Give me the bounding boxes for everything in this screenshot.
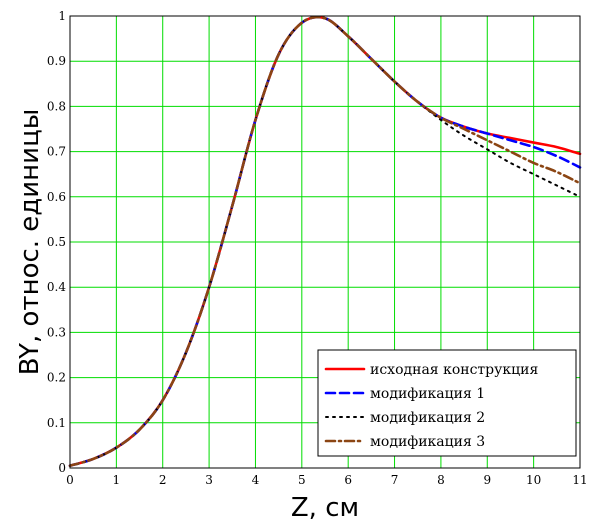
series-layer xyxy=(68,15,582,468)
series-line-4 xyxy=(68,15,582,468)
x-tick-label: 1 xyxy=(113,473,121,487)
legend: исходная конструкция модификация 1 модифик… xyxy=(317,349,577,457)
x-tick-label: 0 xyxy=(66,473,74,487)
legend-label-1: исходная конструкция xyxy=(370,362,538,378)
y-tick-label: 1 xyxy=(58,9,66,23)
y-axis-title: BY, относ. единицы xyxy=(15,109,45,376)
y-tick-label: 0.7 xyxy=(47,145,66,159)
plot-frame xyxy=(69,15,581,469)
x-tick-label: 8 xyxy=(437,473,445,487)
x-tick-label: 11 xyxy=(572,473,587,487)
x-tick-label: 5 xyxy=(298,473,306,487)
legend-box xyxy=(317,349,577,457)
y-tick-label: 0.4 xyxy=(47,280,66,294)
legend-label-2: модификация 1 xyxy=(370,386,485,402)
x-tick-label: 7 xyxy=(391,473,399,487)
y-tick-labels: 0 0.1 0.2 0.3 0.4 0.5 0.6 0.7 0.8 0.9 1 xyxy=(47,9,66,475)
y-tick-label: 0.3 xyxy=(47,325,66,339)
y-tick-label: 0.2 xyxy=(47,371,66,385)
x-tick-label: 9 xyxy=(483,473,491,487)
y-tick-label: 0.9 xyxy=(47,54,66,68)
x-tick-label: 4 xyxy=(252,473,260,487)
y-tick-label: 0.5 xyxy=(47,235,66,249)
y-tick-label: 0.6 xyxy=(47,190,66,204)
x-axis-title: Z, см xyxy=(291,493,359,522)
x-tick-label: 10 xyxy=(526,473,541,487)
x-tick-labels: 0 1 2 3 4 5 6 7 8 9 10 11 xyxy=(66,473,587,487)
legend-label-4: модификация 3 xyxy=(370,434,485,450)
x-tick-label: 3 xyxy=(205,473,213,487)
y-tick-label: 0.8 xyxy=(47,99,66,113)
x-tick-label: 2 xyxy=(159,473,167,487)
legend-label-3: модификация 2 xyxy=(370,410,485,426)
y-tick-label: 0 xyxy=(58,461,66,475)
x-tick-label: 6 xyxy=(344,473,352,487)
y-tick-label: 0.1 xyxy=(47,416,66,430)
